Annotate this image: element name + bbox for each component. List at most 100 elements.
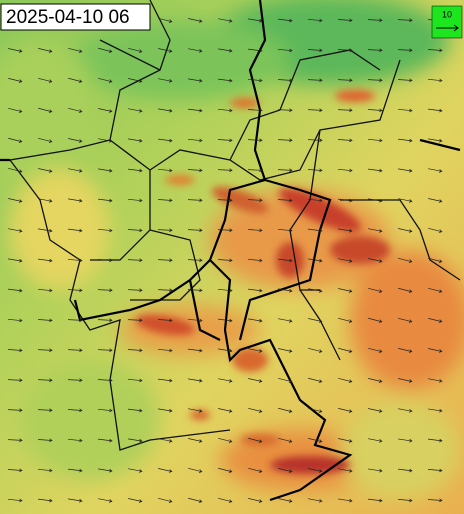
wind-arrow [428,318,443,323]
wind-arrow [7,378,23,383]
wind-arrow [397,18,413,23]
wind-arrow [398,168,413,173]
wind-arrow [157,258,173,263]
wind-arrow [338,377,353,383]
wind-arrow [428,438,443,443]
wind-arrow [127,228,143,233]
wind-arrow [368,258,383,263]
wind-arrow [38,138,53,143]
wind-arrow [188,438,203,443]
wind-arrow [248,348,263,353]
wind-arrow [427,48,443,53]
wind-arrow [68,228,83,233]
wind-arrow [247,228,263,233]
wind-arrow [7,498,23,503]
wind-arrow [398,287,413,293]
wind-arrow [218,78,233,83]
wind-arrow [398,438,413,443]
wind-arrow [428,257,443,263]
wind-arrow [68,168,83,173]
wind-arrow [68,138,83,143]
wind-arrow [368,168,383,173]
wind-arrow [337,18,353,23]
wind-arrow [367,78,383,83]
wind-arrow [97,348,113,353]
wind-arrow [38,498,53,503]
wind-arrow [398,228,413,233]
wind-arrow [37,408,53,413]
wind-arrow [308,438,323,443]
wind-arrow [248,407,263,413]
wind-arrow [338,438,353,443]
wind-arrow [187,318,203,323]
legend-label: 10 [442,9,452,19]
wind-arrow [38,77,53,83]
wind-arrow [338,258,353,263]
wind-arrow [247,198,263,203]
wind-arrow [158,138,173,143]
wind-arrow [217,168,233,173]
wind-arrow [368,438,383,443]
wind-arrow [8,258,23,263]
wind-arrow [428,348,443,353]
wind-arrow [218,467,233,473]
wind-arrow [248,18,263,23]
wind-arrow [127,378,143,383]
wind-arrow [278,318,293,323]
wind-arrow [8,48,23,53]
wind-arrow [278,468,293,473]
wind-arrow [158,18,173,23]
wind-arrow [98,498,113,503]
wind-arrow [428,108,443,113]
wind-arrow [8,78,23,83]
wind-arrow [98,168,113,173]
wind-arrow [308,407,323,413]
wind-arrow [397,48,413,53]
wind-arrow [368,317,383,323]
wind-arrow [128,408,143,413]
wind-arrow [397,498,413,503]
wind-arrow [38,48,53,53]
wind-arrow [157,288,173,293]
wind-arrow [338,317,353,323]
wind-arrow [277,108,293,113]
wind-arrow [188,378,203,383]
wind-arrow [308,498,323,503]
wind-arrow [67,288,83,293]
wind-arrow [97,318,113,323]
wind-arrow [308,288,323,293]
wind-arrow [338,347,353,353]
wind-arrow [427,468,443,473]
wind-arrow [157,228,173,233]
wind-arrow [188,348,203,353]
wind-arrow [128,498,143,503]
wind-arrow [248,288,263,293]
wind-arrow [38,258,53,263]
wind-arrow [398,348,413,353]
wind-arrow [398,138,413,143]
wind-arrow [127,288,143,293]
wind-arrow [68,108,83,113]
wind-arrow [68,498,83,503]
wind-arrow [7,318,23,323]
wind-arrow [188,18,203,23]
wind-arrow [188,497,203,503]
timestamp-box [0,3,151,31]
wind-arrow [37,468,53,473]
wind-arrow [128,108,143,113]
wind-arrow [128,168,143,173]
wind-arrow [427,498,443,503]
wind-arrow [38,228,53,233]
wind-arrow [248,48,263,53]
wind-arrow [308,258,323,263]
wind-arrow [217,198,233,203]
wind-arrow [127,348,143,353]
wind-arrow [428,227,443,233]
wind-arrow [158,78,173,83]
wind-arrow [247,78,263,83]
wind-arrow [67,318,83,323]
wind-arrow [217,258,233,263]
wind-arrow [128,438,143,443]
wind-arrow [187,258,203,263]
wind-arrow [68,47,83,53]
